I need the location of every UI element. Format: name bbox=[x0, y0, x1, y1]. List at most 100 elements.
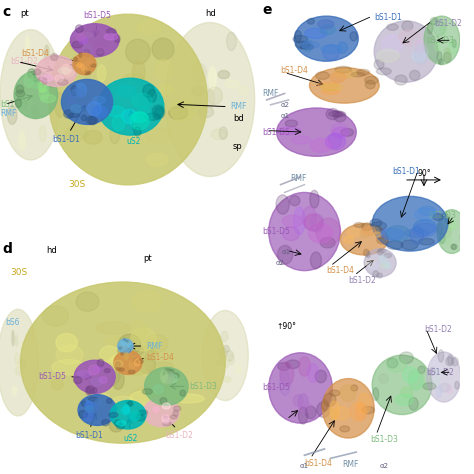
Ellipse shape bbox=[25, 82, 32, 93]
Ellipse shape bbox=[387, 24, 398, 30]
Ellipse shape bbox=[100, 346, 119, 362]
Ellipse shape bbox=[78, 371, 91, 377]
Ellipse shape bbox=[156, 85, 173, 94]
Ellipse shape bbox=[180, 390, 185, 396]
Text: α1: α1 bbox=[282, 249, 291, 255]
Text: 30S: 30S bbox=[10, 268, 27, 277]
Ellipse shape bbox=[235, 365, 241, 373]
Ellipse shape bbox=[460, 234, 464, 241]
Ellipse shape bbox=[292, 136, 310, 144]
Ellipse shape bbox=[371, 222, 386, 230]
Ellipse shape bbox=[78, 394, 117, 426]
Ellipse shape bbox=[117, 424, 125, 429]
Text: bS1-D5: bS1-D5 bbox=[263, 383, 291, 392]
Ellipse shape bbox=[102, 419, 109, 426]
Ellipse shape bbox=[302, 207, 316, 229]
Ellipse shape bbox=[153, 407, 159, 412]
Ellipse shape bbox=[169, 370, 174, 376]
Text: α1: α1 bbox=[300, 463, 309, 469]
Ellipse shape bbox=[19, 90, 25, 104]
Ellipse shape bbox=[448, 40, 457, 55]
Ellipse shape bbox=[131, 410, 140, 420]
Ellipse shape bbox=[134, 127, 141, 136]
Ellipse shape bbox=[286, 360, 300, 369]
Ellipse shape bbox=[278, 363, 290, 371]
Ellipse shape bbox=[419, 238, 434, 245]
Ellipse shape bbox=[118, 339, 133, 353]
Ellipse shape bbox=[221, 331, 228, 341]
Ellipse shape bbox=[137, 20, 161, 35]
Ellipse shape bbox=[320, 25, 335, 35]
Ellipse shape bbox=[430, 18, 438, 25]
Ellipse shape bbox=[440, 22, 447, 35]
Ellipse shape bbox=[283, 227, 300, 240]
Ellipse shape bbox=[423, 383, 436, 390]
Ellipse shape bbox=[85, 406, 93, 412]
Ellipse shape bbox=[32, 105, 39, 119]
Text: ↑90°: ↑90° bbox=[277, 322, 297, 331]
Ellipse shape bbox=[340, 426, 350, 432]
Ellipse shape bbox=[219, 348, 227, 359]
Ellipse shape bbox=[401, 240, 418, 250]
Ellipse shape bbox=[452, 40, 456, 47]
Ellipse shape bbox=[84, 130, 102, 144]
Text: bS1-D5: bS1-D5 bbox=[263, 128, 291, 137]
Ellipse shape bbox=[360, 229, 369, 237]
Ellipse shape bbox=[71, 24, 119, 57]
Ellipse shape bbox=[433, 19, 446, 36]
Ellipse shape bbox=[134, 359, 140, 366]
Ellipse shape bbox=[442, 235, 451, 245]
Ellipse shape bbox=[74, 360, 115, 393]
Ellipse shape bbox=[225, 80, 240, 88]
Text: bS1-D2: bS1-D2 bbox=[426, 368, 454, 377]
Ellipse shape bbox=[117, 82, 143, 105]
Ellipse shape bbox=[438, 350, 444, 362]
Ellipse shape bbox=[350, 402, 365, 421]
Ellipse shape bbox=[130, 391, 161, 405]
Ellipse shape bbox=[109, 353, 140, 373]
Ellipse shape bbox=[436, 386, 442, 398]
Ellipse shape bbox=[328, 111, 346, 117]
Ellipse shape bbox=[326, 109, 339, 119]
Ellipse shape bbox=[58, 68, 70, 73]
Text: bS1-D3: bS1-D3 bbox=[426, 36, 454, 45]
Ellipse shape bbox=[118, 334, 141, 356]
Ellipse shape bbox=[191, 87, 205, 95]
Ellipse shape bbox=[36, 56, 77, 87]
Ellipse shape bbox=[395, 75, 407, 85]
Ellipse shape bbox=[109, 421, 123, 432]
Ellipse shape bbox=[170, 100, 194, 121]
Ellipse shape bbox=[455, 382, 459, 389]
Ellipse shape bbox=[87, 102, 101, 116]
Text: bS1-D3: bS1-D3 bbox=[428, 211, 456, 220]
Ellipse shape bbox=[81, 64, 84, 71]
Ellipse shape bbox=[139, 95, 152, 105]
Ellipse shape bbox=[413, 220, 436, 234]
Ellipse shape bbox=[130, 388, 159, 401]
Ellipse shape bbox=[222, 349, 228, 363]
Ellipse shape bbox=[92, 106, 107, 118]
Ellipse shape bbox=[109, 412, 118, 418]
Ellipse shape bbox=[88, 397, 98, 401]
Ellipse shape bbox=[87, 386, 94, 394]
Ellipse shape bbox=[114, 420, 121, 426]
Ellipse shape bbox=[412, 50, 425, 62]
Ellipse shape bbox=[52, 359, 85, 374]
Ellipse shape bbox=[277, 246, 293, 264]
Ellipse shape bbox=[326, 409, 337, 419]
Ellipse shape bbox=[365, 76, 378, 84]
Ellipse shape bbox=[373, 388, 379, 401]
Ellipse shape bbox=[429, 358, 440, 376]
Ellipse shape bbox=[117, 101, 133, 117]
Ellipse shape bbox=[121, 341, 126, 346]
Ellipse shape bbox=[125, 350, 127, 353]
Ellipse shape bbox=[78, 32, 92, 38]
Ellipse shape bbox=[138, 358, 156, 374]
Ellipse shape bbox=[39, 126, 46, 142]
Ellipse shape bbox=[163, 419, 169, 424]
Ellipse shape bbox=[76, 83, 86, 97]
Text: RMF: RMF bbox=[230, 102, 247, 111]
Ellipse shape bbox=[89, 116, 98, 125]
Ellipse shape bbox=[364, 249, 396, 277]
Ellipse shape bbox=[170, 415, 177, 419]
